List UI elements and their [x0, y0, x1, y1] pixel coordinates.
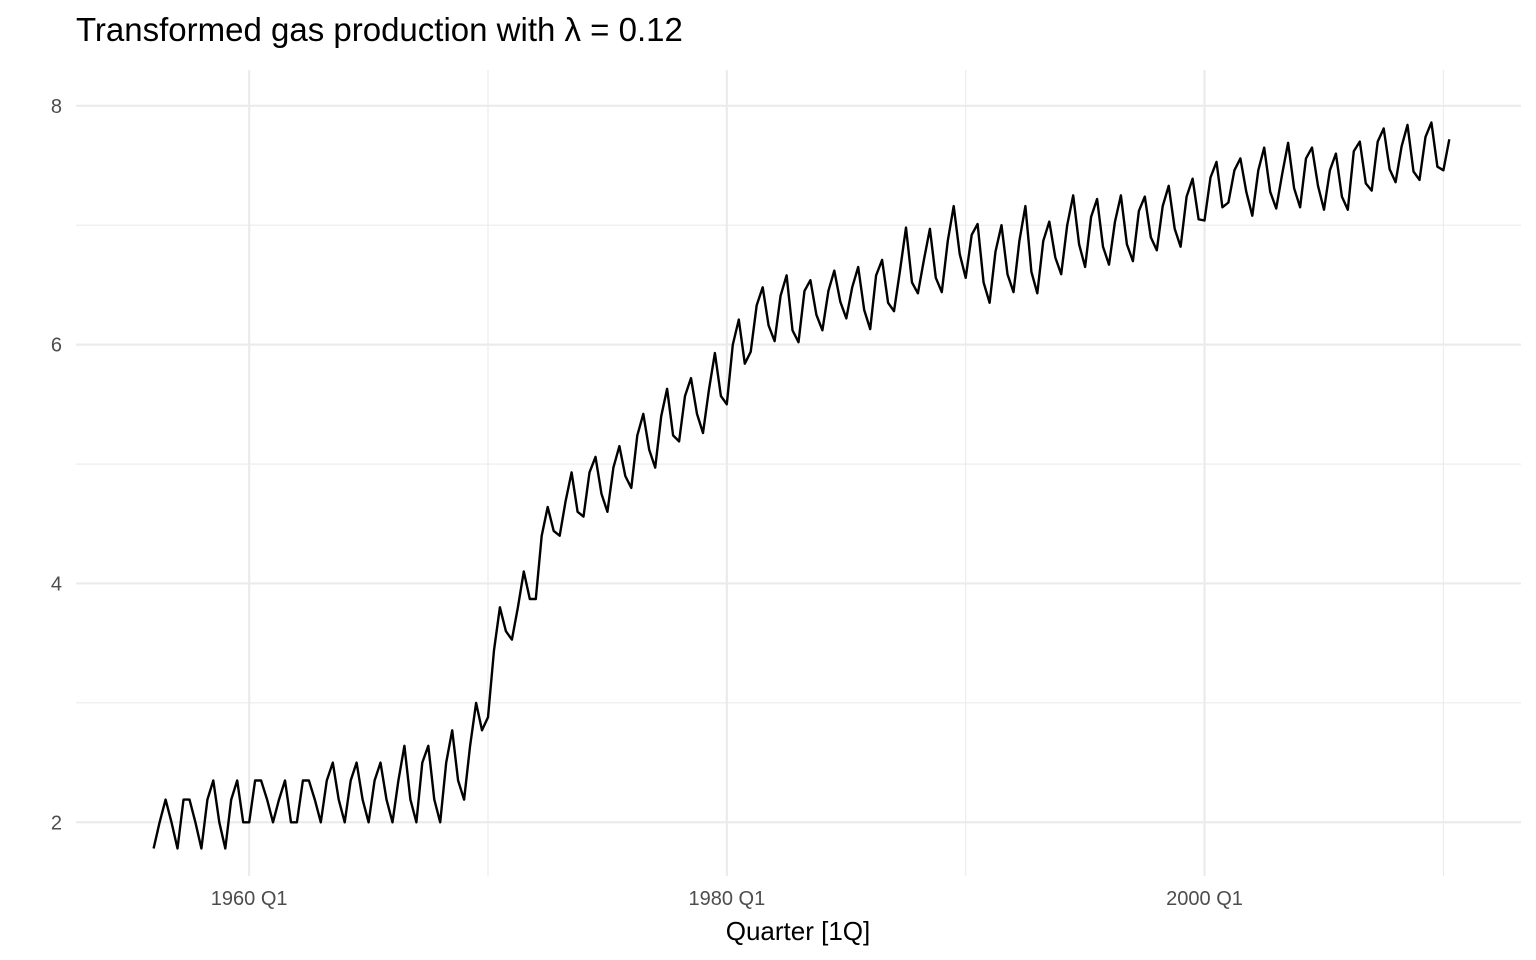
- y-tick-label: 6: [51, 335, 62, 357]
- series-layer: [152, 121, 1451, 850]
- y-tick-label: 8: [51, 96, 62, 118]
- y-tick-label: 4: [51, 573, 62, 595]
- grid-layer: [76, 70, 1521, 876]
- x-axis-title: Quarter [1Q]: [726, 916, 871, 946]
- tick-labels: 2 4 6 8 1960 Q1 1980 Q1 2000 Q1: [51, 96, 1243, 910]
- y-tick-label: 2: [51, 812, 62, 834]
- x-tick-label: 1960 Q1: [211, 888, 288, 910]
- chart-title: Transformed gas production with λ = 0.12: [76, 11, 683, 48]
- x-tick-label: 2000 Q1: [1166, 888, 1243, 910]
- series-line: [152, 121, 1451, 850]
- x-tick-label: 1980 Q1: [688, 888, 765, 910]
